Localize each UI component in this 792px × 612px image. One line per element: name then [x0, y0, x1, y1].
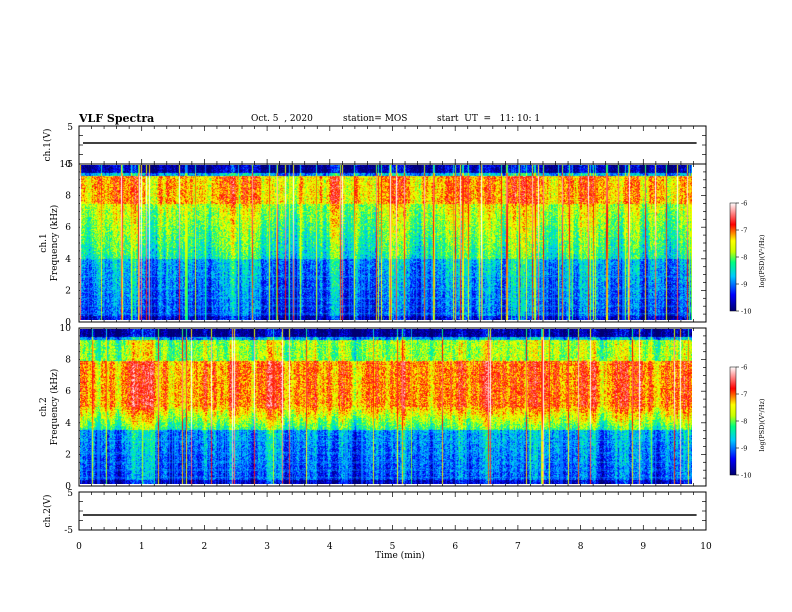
- x-axis-label: Time (min): [375, 550, 425, 561]
- x-tick-label: 10: [700, 542, 712, 552]
- colorbar-tick-label: -9: [741, 445, 747, 453]
- colorbar-tick-label: -7: [741, 391, 747, 399]
- colorbar-tick-label: -10: [741, 308, 751, 316]
- y-axis-label: ch.2(V): [42, 495, 53, 528]
- y-axis-label: ch.1(V): [42, 129, 53, 162]
- colorbar-tick-label: -8: [741, 418, 747, 426]
- chart-title: VLF Spectra: [79, 112, 155, 125]
- ch1-spectrogram-image: [80, 165, 692, 320]
- y-tick-label: 10: [60, 324, 72, 334]
- colorbar-tick-label: -8: [741, 254, 747, 262]
- colorbar-tick-label: -10: [741, 472, 751, 480]
- y-tick-label: 0: [65, 318, 71, 328]
- ch1-waveform-frame: [78, 125, 707, 165]
- y-tick-label: 5: [67, 489, 73, 499]
- y-axis-label: Frequency (kHz): [49, 205, 60, 282]
- y-tick-label: 0: [65, 482, 71, 492]
- station-label: station= MOS: [343, 114, 408, 124]
- y-tick-label: 4: [65, 419, 71, 429]
- x-tick-label: 2: [202, 542, 208, 552]
- colorbar-tick-label: -7: [741, 227, 747, 235]
- x-tick-label: 9: [640, 542, 646, 552]
- x-tick-label: 0: [76, 542, 82, 552]
- y-tick-label: -5: [64, 526, 73, 536]
- y-axis-label: ch.1: [39, 233, 49, 252]
- x-tick-label: 7: [515, 542, 521, 552]
- x-tick-label: 1: [139, 542, 145, 552]
- colorbar-label: log(PSD)(V²/Hz): [758, 398, 766, 451]
- y-tick-label: 6: [65, 387, 71, 397]
- colorbar-tick-label: -6: [741, 200, 747, 208]
- x-tick-label: 3: [264, 542, 270, 552]
- y-tick-label: 8: [65, 192, 71, 202]
- y-tick-label: 8: [65, 356, 71, 366]
- y-tick-label: -5: [64, 160, 73, 170]
- x-tick-label: 4: [327, 542, 333, 552]
- date-label: Oct. 5 , 2020: [251, 114, 313, 124]
- ch2-colorbar: [729, 366, 737, 476]
- ch2-spectrogram-image: [80, 329, 692, 484]
- y-axis-label: ch.2: [39, 397, 49, 416]
- ch2-waveform-frame: [78, 491, 707, 531]
- y-tick-label: 6: [65, 223, 71, 233]
- ch1-colorbar: [729, 202, 737, 312]
- start-time-label: start UT = 11: 10: 1: [437, 114, 541, 124]
- y-tick-label: 10: [60, 160, 72, 170]
- x-tick-label: 5: [390, 542, 396, 552]
- x-tick-label: 8: [578, 542, 584, 552]
- y-tick-label: 2: [65, 286, 71, 296]
- y-tick-label: 2: [65, 450, 71, 460]
- y-axis-label: Frequency (kHz): [49, 369, 60, 446]
- colorbar-label: log(PSD)(V²/Hz): [758, 234, 766, 287]
- y-tick-label: 4: [65, 255, 71, 265]
- colorbar-tick-label: -6: [741, 364, 747, 372]
- y-tick-label: 5: [67, 123, 73, 133]
- x-tick-label: 6: [452, 542, 458, 552]
- colorbar-tick-label: -9: [741, 281, 747, 289]
